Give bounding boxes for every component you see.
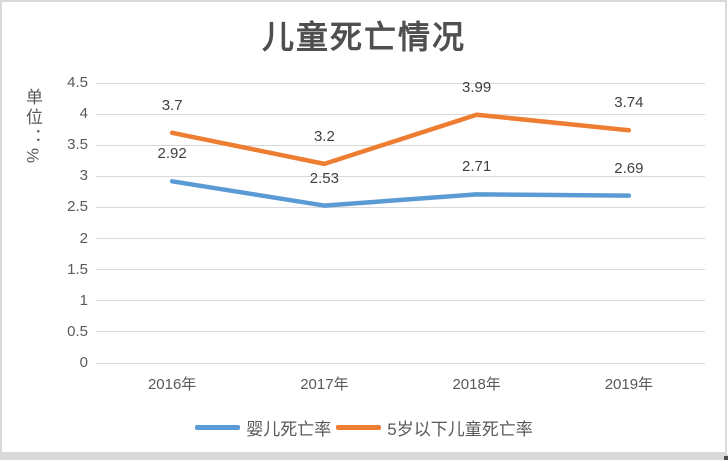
gridline [96,300,705,302]
x-axis-tick-label: 2018年 [452,376,501,393]
gridline [96,362,705,364]
gridline [96,144,705,146]
corner-artifact [724,456,728,460]
data-label: 2.69 [614,159,644,177]
y-axis-tick-label: 0.5 [67,322,88,340]
data-label: 3.7 [161,96,183,114]
y-axis-tick-label: 0 [79,354,88,371]
data-label: 2.53 [309,169,339,187]
data-label: 3.99 [462,78,492,96]
y-axis-tick-label: 2 [79,229,88,247]
data-label: 3.2 [313,127,335,145]
series-line-0 [169,179,632,208]
y-axis-tick-label: 1 [79,291,88,309]
data-label: 2.92 [157,145,187,163]
gridline [96,82,705,84]
y-axis-tick-label: 2.5 [67,198,88,216]
chart-title: 儿童死亡情况 [261,19,466,55]
y-axis-title: 单位：% [23,88,42,167]
gridline [96,331,705,333]
y-axis-tick-label: 4.5 [67,74,88,91]
x-axis-tick-label: 2016年 [147,376,197,393]
y-axis-tick-label: 1.5 [67,260,88,278]
data-label: 3.74 [614,94,644,112]
x-axis-tick-label: 2017年 [300,376,349,393]
gridline [96,238,705,240]
gridline [96,269,705,271]
series-line-1 [169,112,632,167]
x-axis-tick-label: 2019年 [604,376,654,393]
gridline [96,206,705,208]
legend-label: 5岁以下儿童死亡率 [387,419,533,439]
legend-label: 婴儿死亡率 [246,419,332,439]
legend-item: 婴儿死亡率 [195,415,331,440]
gridline [96,175,705,177]
data-label: 2.71 [462,158,492,176]
y-axis-tick-label: 3 [79,167,88,185]
legend-line-marker [336,424,382,430]
y-axis-tick-label: 4 [79,105,88,123]
y-axis-tick-label: 3.5 [67,136,88,154]
legend-item: 5岁以下儿童死亡率 [336,415,533,440]
legend-line-marker [195,424,241,430]
gridline [96,113,705,115]
legend: 婴儿死亡率 5岁以下儿童死亡率 [0,415,728,440]
frame-bottom-edge [0,454,728,460]
